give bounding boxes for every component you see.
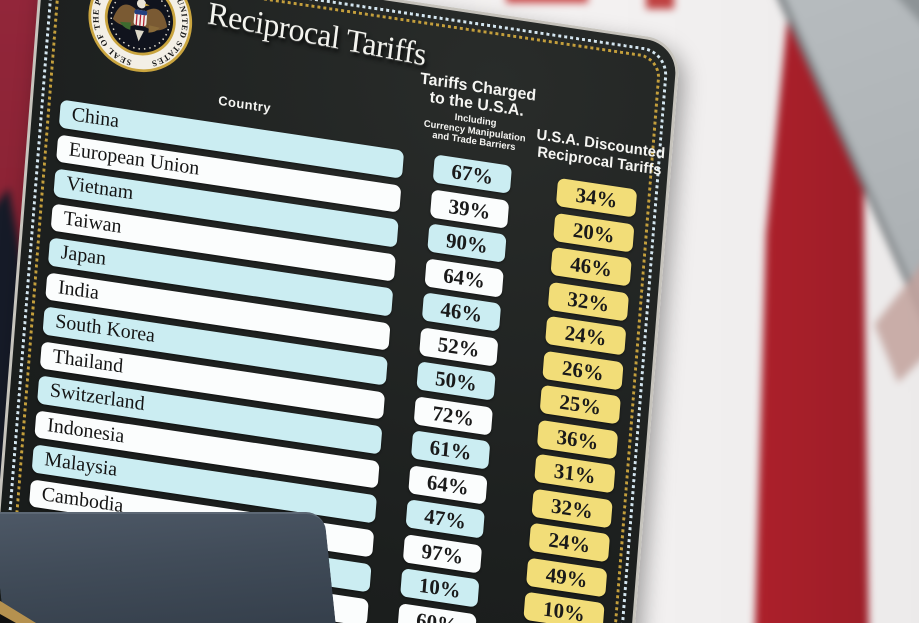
discounted-pill: 32% [531, 488, 613, 528]
discounted-pill: 49% [526, 557, 608, 597]
discounted-value: 24% [563, 320, 608, 351]
charged-value: 47% [423, 503, 467, 534]
discounted-pill: 20% [553, 212, 635, 253]
charged-value: 61% [428, 434, 473, 466]
discounted-pill: 24% [528, 522, 611, 563]
charged-value: 67% [450, 159, 495, 190]
discounted-value: 46% [569, 251, 613, 282]
charged-value: 46% [439, 296, 484, 328]
presidential-seal: SEAL OF THE PRESIDENT OF THE UNITED STAT… [87, 0, 194, 77]
foreground-silhouette [0, 512, 338, 623]
charged-pill: 39% [429, 188, 510, 229]
charged-value: 64% [426, 469, 470, 500]
discounted-value: 49% [544, 561, 589, 593]
discounted-value: 25% [558, 389, 602, 420]
discounted-pill: 36% [536, 419, 619, 459]
charged-value: 39% [447, 193, 492, 224]
eagle-beak [145, 3, 150, 7]
charged-pill: 64% [424, 257, 504, 298]
discounted-pill: 24% [545, 315, 627, 356]
charged-pill: 97% [402, 533, 483, 574]
charged-pill: 47% [405, 499, 485, 539]
olive-branch [119, 21, 131, 30]
discounted-pill: 32% [547, 281, 630, 322]
charged-value: 10% [418, 572, 462, 603]
discounted-value: 32% [550, 492, 594, 524]
charged-pill: 72% [413, 395, 494, 436]
charged-value: 97% [420, 538, 465, 569]
discounted-pill: 25% [539, 384, 621, 425]
discounted-value: 20% [572, 217, 616, 248]
eagle-tail [134, 29, 144, 42]
charged-pill: 52% [419, 326, 499, 367]
flag-red-sliver [646, 0, 674, 9]
discounted-value: 34% [574, 182, 619, 213]
eagle-left-wing [112, 4, 139, 27]
discounted-pill: 26% [542, 350, 624, 391]
charged-pill: 46% [421, 292, 502, 332]
charged-value: 60% [415, 607, 459, 623]
arrows [148, 25, 160, 33]
discounted-pill: 46% [550, 246, 632, 287]
charged-pill: 50% [416, 361, 496, 401]
charged-value: 50% [434, 365, 478, 397]
charged-pill: 90% [427, 223, 507, 263]
flag-red-sliver [506, 0, 588, 3]
discounted-value: 36% [555, 423, 600, 455]
charged-value: 64% [442, 262, 486, 293]
discounted-pill: 31% [534, 453, 616, 494]
dark-corner [0, 614, 16, 623]
discounted-value: 10% [542, 596, 586, 623]
eagle-right-wing [142, 8, 168, 31]
eagle-head [136, 0, 147, 9]
charged-value: 52% [437, 331, 481, 362]
discounted-value: 26% [561, 355, 605, 386]
discounted-value: 31% [553, 458, 597, 489]
charged-value: 72% [431, 400, 476, 431]
discounted-pill: 10% [523, 591, 605, 623]
charged-pill: 64% [408, 464, 488, 505]
discounted-value: 32% [566, 286, 611, 317]
charged-pill: 67% [432, 154, 513, 194]
charged-pill: 10% [400, 568, 480, 608]
charged-value: 90% [445, 227, 489, 259]
discounted-value: 24% [547, 527, 592, 558]
discounted-pill: 34% [555, 177, 638, 218]
table-row: China 67% 34% [33, 95, 666, 218]
charged-pill: 61% [410, 430, 491, 470]
tariff-board: SEAL OF THE PRESIDENT OF THE UNITED STAT… [0, 0, 681, 623]
